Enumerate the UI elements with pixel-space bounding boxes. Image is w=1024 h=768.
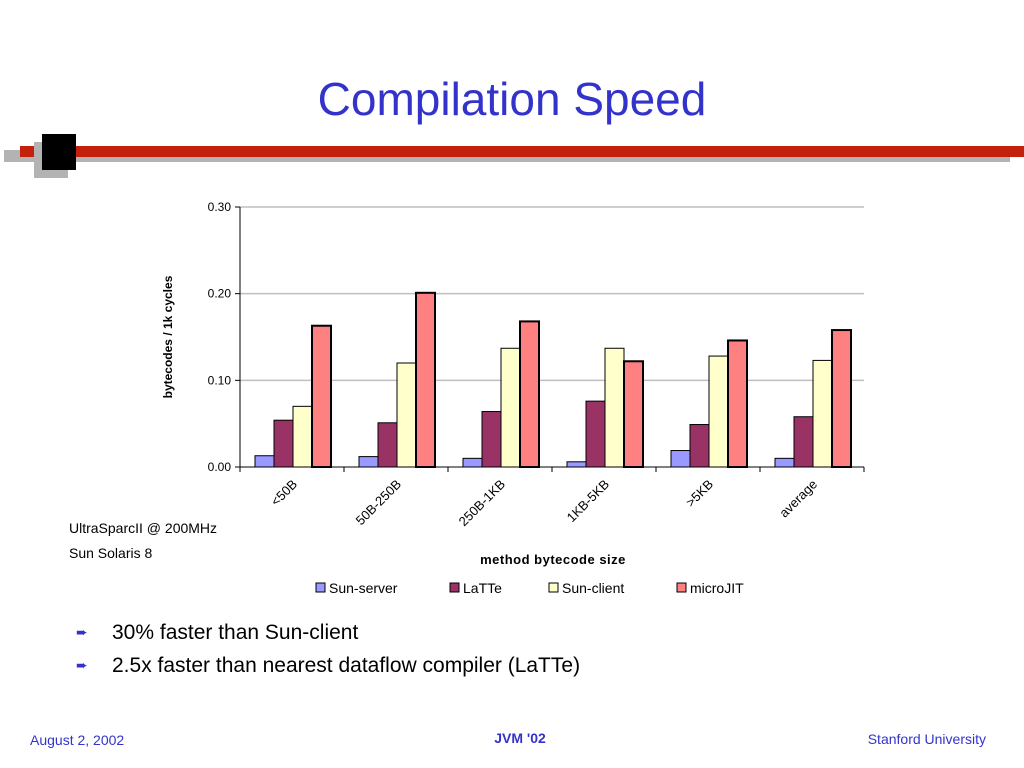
y-tick-label: 0.20 [208,287,232,301]
bullet-item: ➨ 2.5x faster than nearest dataflow comp… [76,649,580,682]
bar-latte [793,416,814,468]
bar-microjit [623,360,644,468]
y-tick-label: 0.10 [208,373,232,387]
bar-sun-server [462,457,483,468]
bar-sun-client [604,347,625,468]
bar-sun-client [292,405,313,468]
bullet-item: ➨ 30% faster than Sun-client [76,616,580,649]
bar-sun-server [566,461,587,468]
x-tick-label: average [776,477,820,521]
footer-affiliation: Stanford University [867,731,986,747]
bullet-text: 30% faster than Sun-client [112,621,359,644]
bullet-list: ➨ 30% faster than Sun-client ➨ 2.5x fast… [76,616,580,682]
slide-title: Compilation Speed [317,73,707,125]
legend-swatch [548,582,559,593]
os-note: Sun Solaris 8 [69,545,153,561]
bar-sun-client [812,359,833,468]
bar-latte [689,424,710,468]
legend-swatch [449,582,460,593]
bar-sun-client [708,355,729,468]
hardware-note: UltraSparcII @ 200MHz [69,520,218,536]
bar-latte [481,411,502,468]
arrow-bullet-icon: ➨ [76,624,88,640]
footer-conference: JVM '02 [494,730,546,746]
bar-sun-server [774,457,795,468]
bar-sun-client [396,362,417,468]
bar-latte [273,419,294,468]
bar-latte [377,422,398,468]
x-tick-label: 1KB-5KB [564,477,612,525]
y-axis-title: bytecodes / 1k cycles [161,275,175,398]
legend-label: Sun-client [562,580,624,596]
accent-bar-red [20,146,1024,157]
bar-sun-server [254,455,275,468]
accent-square-black [42,134,76,170]
x-tick-label: >5KB [683,477,716,510]
bar-microjit [311,324,332,468]
bar-microjit [415,291,436,468]
legend-label: Sun-server [329,580,398,596]
legend-swatch [315,582,326,593]
bar-latte [585,400,606,468]
bar-microjit [727,339,748,469]
bar-sun-server [358,456,379,468]
arrow-bullet-icon: ➨ [76,657,88,673]
y-tick-label: 0.30 [208,200,232,214]
bar-sun-client [500,347,521,468]
x-tick-label: 250B-1KB [456,477,509,530]
bar-sun-server [670,450,691,468]
bar-microjit [519,320,540,468]
x-tick-label: <50B [268,477,300,509]
bullet-text: 2.5x faster than nearest dataflow compil… [112,654,581,677]
bar-microjit [831,329,852,469]
y-tick-label: 0.00 [208,460,232,474]
x-tick-label: 50B-250B [353,477,404,528]
legend-swatch [676,582,687,593]
footer-date: August 2, 2002 [30,732,125,748]
legend-label: microJIT [690,580,744,596]
legend-label: LaTTe [463,580,502,596]
x-axis-title: method bytecode size [480,552,626,567]
